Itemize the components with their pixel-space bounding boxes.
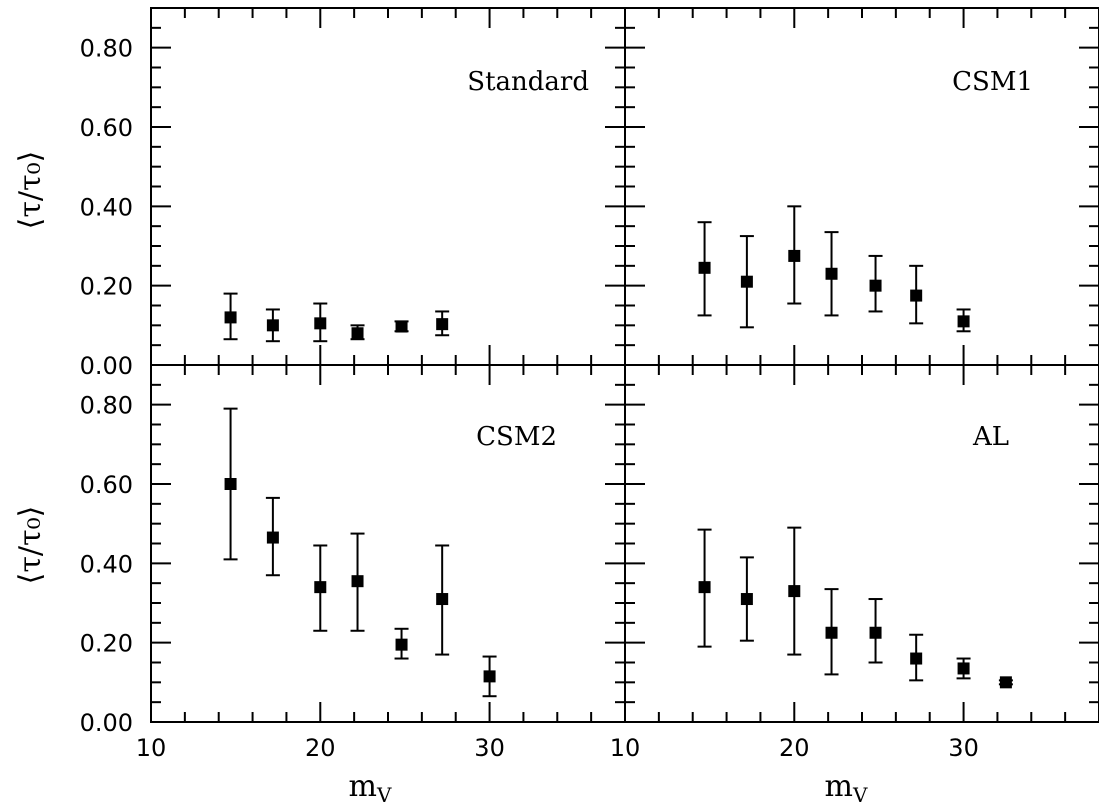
x-tick-label: 30 (948, 734, 979, 762)
x-tick-label: 10 (136, 734, 167, 762)
y-tick-label: 0.20 (80, 630, 133, 658)
data-point (957, 315, 970, 328)
y-tick-label: 0.40 (80, 550, 133, 578)
panel-bottom-right: 10 20 30 AL (610, 364, 1099, 762)
panels-group: 0.00 0.20 0.40 0.60 0.80 Standard CSM1 0.00 0.20… (80, 7, 1099, 762)
data-point (698, 261, 711, 274)
y-axis-label-top: ⟨τ/τ₀⟩ (13, 151, 48, 230)
x-axis-label-left: mV (349, 769, 392, 804)
x-tick-label: 30 (474, 734, 505, 762)
data-point (740, 593, 753, 606)
data-point (869, 626, 882, 639)
x-axis-label-sub: V (376, 783, 392, 804)
data-point (436, 593, 449, 606)
data-point (395, 638, 408, 651)
data-point (910, 652, 923, 665)
data-point (266, 319, 279, 332)
data-point (224, 478, 237, 490)
y-axis-label-bottom: ⟨τ/τ₀⟩ (13, 506, 48, 585)
panel-label-al: AL (972, 422, 1009, 452)
y-tick-label: 0.00 (80, 709, 133, 737)
panel-label-csm2: CSM2 (476, 422, 557, 452)
data-point (788, 585, 801, 598)
data-point (698, 581, 711, 594)
y-tick-label: 0.80 (80, 392, 133, 420)
x-axis-label-right: mV (825, 769, 868, 804)
data-point (910, 289, 923, 302)
data-point (314, 317, 327, 330)
y-tick-label: 0.20 (80, 273, 133, 301)
data-point (869, 279, 882, 292)
data-point (436, 318, 449, 331)
x-axis-label-main: m (349, 769, 377, 804)
data-point (825, 267, 838, 280)
x-tick-label: 20 (779, 734, 810, 762)
data-point (395, 320, 408, 333)
y-tick-label: 0.60 (80, 114, 133, 142)
data-point (224, 311, 237, 324)
panel-label-standard: Standard (467, 67, 589, 97)
y-tick-label: 0.00 (80, 352, 133, 380)
y-tick-label: 0.60 (80, 471, 133, 499)
panel-bottom-left: 0.00 0.20 0.40 0.60 0.80 10 20 30 CSM2 (80, 364, 626, 762)
x-tick-label: 10 (610, 734, 641, 762)
data-point (788, 249, 801, 262)
data-point (957, 662, 970, 675)
data-point (351, 327, 364, 340)
data-point (483, 670, 496, 683)
panel-label-csm1: CSM1 (952, 67, 1033, 97)
data-point (999, 676, 1012, 689)
x-tick-label: 20 (305, 734, 336, 762)
x-axis-label-main: m (825, 769, 853, 804)
y-tick-label: 0.80 (80, 35, 133, 63)
data-point (740, 275, 753, 288)
data-point (351, 575, 364, 588)
axis-labels-group: ⟨τ/τ₀⟩ ⟨τ/τ₀⟩ mV mV (13, 151, 868, 804)
panel-top-right: CSM1 (624, 7, 1099, 366)
data-point (825, 626, 838, 639)
data-point (314, 581, 327, 594)
y-tick-label: 0.40 (80, 193, 133, 221)
data-point (266, 531, 279, 544)
x-axis-label-sub: V (852, 783, 868, 804)
